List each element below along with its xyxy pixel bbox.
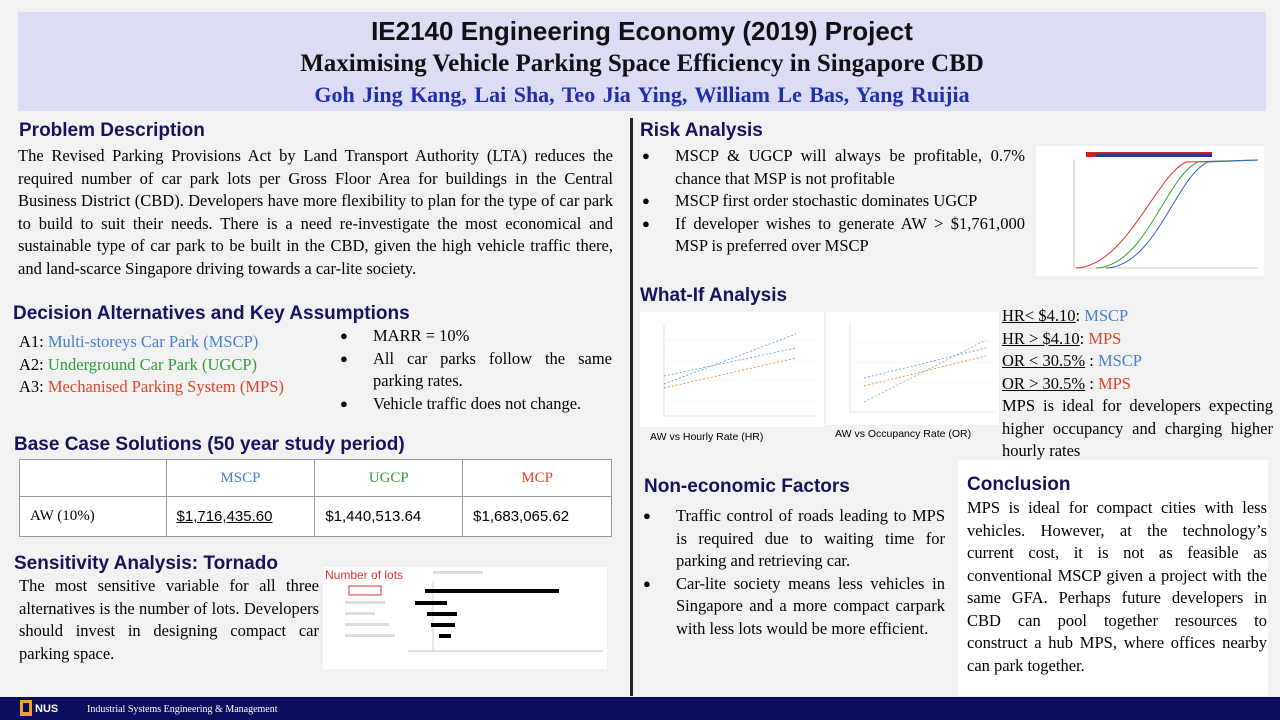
list-item: MSCP & UGCP will always be profitable, 0… [642,145,1025,190]
table-header-cell: MCP [462,459,612,497]
base-case-heading: Base Case Solutions (50 year study perio… [14,434,405,455]
rule-result: MPS [1088,328,1122,348]
footer-bar [0,697,1280,720]
alternative-code: A2: [19,354,44,374]
sensitivity-heading: Sensitivity Analysis: Tornado [14,553,278,574]
alternative-name: Mechanised Parking System (MPS) [47,377,284,396]
list-item: Vehicle traffic does not change. [340,393,612,416]
conclusion-panel [958,460,1268,696]
whatif-heading: What-If Analysis [640,285,788,306]
tornado-bar [427,612,457,616]
problem-description-heading: Problem Description [19,120,205,141]
table-row: AW (10%) $1,716,435.60 $1,440,513.64 $1,… [19,496,612,537]
risk-points-list: MSCP & UGCP will always be profitable, 0… [642,145,1025,258]
table-header-cell: UGCP [314,459,464,497]
table-header-cell: MSCP [165,459,316,497]
risk-analysis-heading: Risk Analysis [640,120,763,141]
problem-description-text: The Revised Parking Provisions Act by La… [18,146,613,278]
list-item: If developer wishes to generate AW > $1,… [642,213,1025,258]
noneconomic-heading: Non-economic Factors [644,476,850,497]
alternative-code: A3: [19,377,44,396]
poster-subtitle: Maximising Vehicle Parking Space Efficie… [300,50,984,77]
risk-cdf-chart [1036,146,1264,276]
table-cell: $1,440,513.64 [314,496,464,537]
list-item: MARR = 10% [340,325,612,348]
decision-alternatives-heading: Decision Alternatives and Key Assumption… [13,303,410,324]
list-item: Traffic control of roads leading to MPS … [643,505,945,573]
whatif-rule: OR < 30.5% : MSCP [1002,351,1142,370]
whatif-rule: HR > $4.10: MPS [1002,328,1122,348]
base-case-table: MSCP UGCP MCP AW (10%) $1,716,435.60 $1,… [19,459,612,537]
rule-condition: OR > 30.5% [1002,373,1086,393]
conclusion-text: MPS is ideal for compact cities with les… [967,498,1267,675]
list-item: Car-lite society means less vehicles in … [643,573,945,641]
rule-condition: HR > $4.10 [1002,328,1080,348]
tornado-label-number-of-lots: Number of lots [325,568,403,582]
alternative-a3: A3: Mechanised Parking System (MPS) [19,376,284,399]
assumptions-list: MARR = 10% All car parks follow the same… [340,325,612,415]
aw-vs-hourly-rate-chart [640,312,824,427]
whatif-rule: HR< $4.10: MSCP [1002,306,1129,325]
tornado-bar [415,601,447,605]
rule-result: MPS [1097,373,1131,393]
author-list: Goh Jing Kang, Lai Sha, Teo Jia Ying, Wi… [314,82,970,107]
list-item: MSCP first order stochastic dominates UG… [642,190,1025,213]
whatif-conclusion: MPS is ideal for developers expecting hi… [1002,396,1273,460]
alternatives-list: A1: Multi-storeys Car Park (MSCP) A2: Un… [19,331,284,399]
tornado-bar [431,623,455,627]
conclusion-heading: Conclusion [967,474,1071,495]
tornado-bar [439,634,451,638]
alternative-name: Underground Car Park (UGCP) [47,354,258,374]
alternative-name: Multi-storeys Car Park (MSCP) [47,332,259,351]
tornado-bar [425,589,559,593]
column-divider [630,118,633,696]
alternative-code: A1: [19,332,44,351]
alternative-a1: A1: Multi-storeys Car Park (MSCP) [19,331,284,354]
nus-logo: NUS [20,699,76,718]
rule-result: MSCP [1097,351,1142,370]
sensitivity-text: The most sensitive variable for all thre… [19,576,319,663]
highlight-box [348,585,382,596]
whatif-rule: OR > 30.5% : MPS [1002,373,1131,393]
table-cell: $1,683,065.62 [462,496,612,537]
hr-chart-caption: AW vs Hourly Rate (HR) [650,431,764,443]
rule-result: MSCP [1084,306,1129,325]
rule-condition: OR < 30.5% [1002,351,1086,370]
alternative-a2: A2: Underground Car Park (UGCP) [19,354,284,377]
poster-header: IE2140 Engineering Economy (2019) Projec… [18,12,1266,111]
svg-text:NUS: NUS [35,703,58,715]
table-cell: $1,716,435.60 [165,496,316,537]
whatif-rules: HR< $4.10: MSCP HR > $4.10: MPS OR < 30.… [1002,305,1273,463]
or-chart-caption: AW vs Occupancy Rate (OR) [835,428,972,440]
poster-title: IE2140 Engineering Economy (2019) Projec… [371,16,913,46]
footer-department: Industrial Systems Engineering & Managem… [87,704,278,715]
table-row-label: AW (10%) [19,496,167,537]
table-header-row: MSCP UGCP MCP [19,459,612,497]
tornado-chart: Number of lots [323,567,607,669]
noneconomic-list: Traffic control of roads leading to MPS … [643,505,945,640]
list-item: All car parks follow the same parking ra… [340,348,612,393]
aw-vs-occupancy-rate-chart [826,312,999,425]
table-header-cell [19,459,167,497]
rule-condition: HR< $4.10 [1002,306,1076,325]
